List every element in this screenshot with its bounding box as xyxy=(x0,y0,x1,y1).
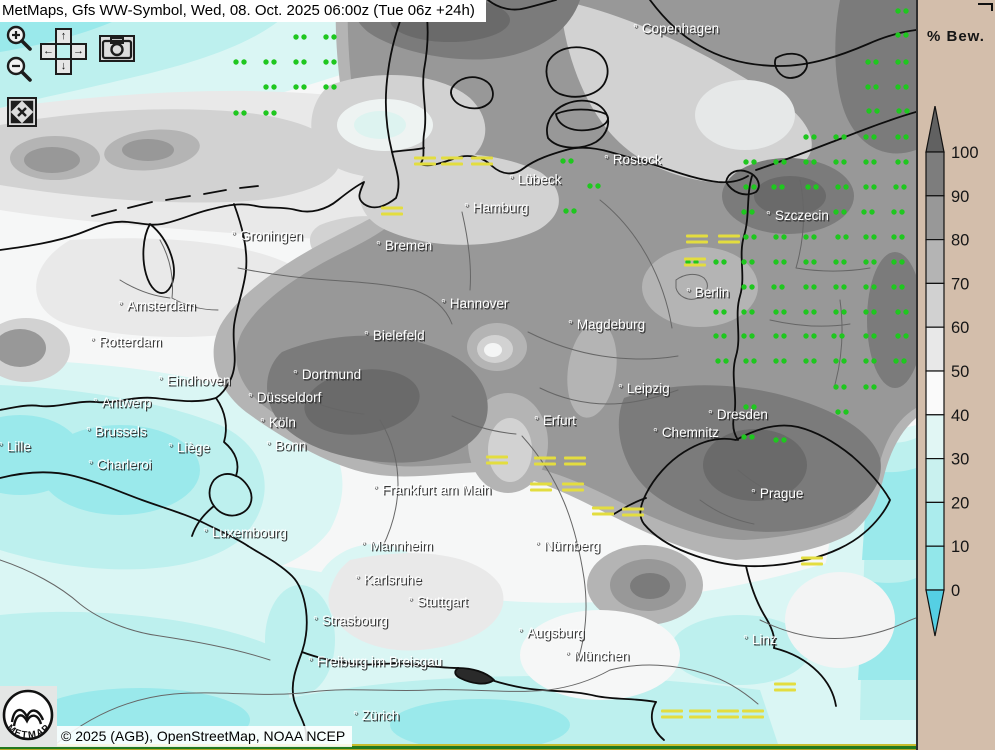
scale-tick-label: 40 xyxy=(951,407,969,425)
scale-tick-label: 30 xyxy=(951,451,969,469)
cloud-shading-layer xyxy=(0,0,916,750)
zoom-in-icon[interactable] xyxy=(4,24,34,54)
right-arrow-icon: → xyxy=(73,45,84,57)
fullscreen-icon xyxy=(10,100,34,124)
map-title: MetMaps, Gfs WW-Symbol, Wed, 08. Oct. 20… xyxy=(0,0,486,22)
scale-tick-label: 90 xyxy=(951,188,969,206)
scale-tick-label: 60 xyxy=(951,319,969,337)
metmaps-logo[interactable]: METMAPS xyxy=(0,678,57,747)
scale-tick-label: 70 xyxy=(951,275,969,293)
weather-symbols-layer xyxy=(233,8,910,719)
snapshot-button[interactable] xyxy=(99,35,135,62)
country-borders xyxy=(0,0,916,741)
scale-tick-label: 0 xyxy=(951,582,960,600)
down-arrow-icon: ↓ xyxy=(60,60,67,72)
legend-title: % Bew. xyxy=(927,28,985,45)
pan-up-button[interactable]: ↑ xyxy=(55,28,72,45)
pan-right-button[interactable]: → xyxy=(70,43,87,60)
attribution[interactable]: © 2025 (AGB), OpenStreetMap, NOAA NCEP xyxy=(57,726,353,747)
camera-icon xyxy=(101,37,133,60)
scale-tick-label: 20 xyxy=(951,494,969,512)
pan-left-button[interactable]: ← xyxy=(40,43,57,60)
up-arrow-icon: ↑ xyxy=(60,30,67,42)
corner-tick-mark xyxy=(978,3,993,11)
legend-panel: % Bew. 100 90 80 70 60 50 40 30 20 10 0 xyxy=(916,0,995,750)
left-arrow-icon: ← xyxy=(43,45,54,57)
scale-tick-label: 10 xyxy=(951,538,969,556)
zoom-out-icon[interactable] xyxy=(4,55,34,85)
scale-tick-label: 100 xyxy=(951,144,979,162)
drizzle-symbols xyxy=(233,8,910,443)
scale-tick-label: 80 xyxy=(951,232,969,250)
weather-map[interactable]: ° Copenhagen ° Rostock ° Lübeck ° Hamburg ° Szcze… xyxy=(0,0,916,750)
fullscreen-button[interactable] xyxy=(7,97,37,127)
state-borders xyxy=(0,179,916,745)
mist-symbols xyxy=(381,156,823,719)
pan-down-button[interactable]: ↓ xyxy=(55,58,72,75)
scale-tick-label: 50 xyxy=(951,363,969,381)
map-bottom-edge xyxy=(0,744,916,750)
